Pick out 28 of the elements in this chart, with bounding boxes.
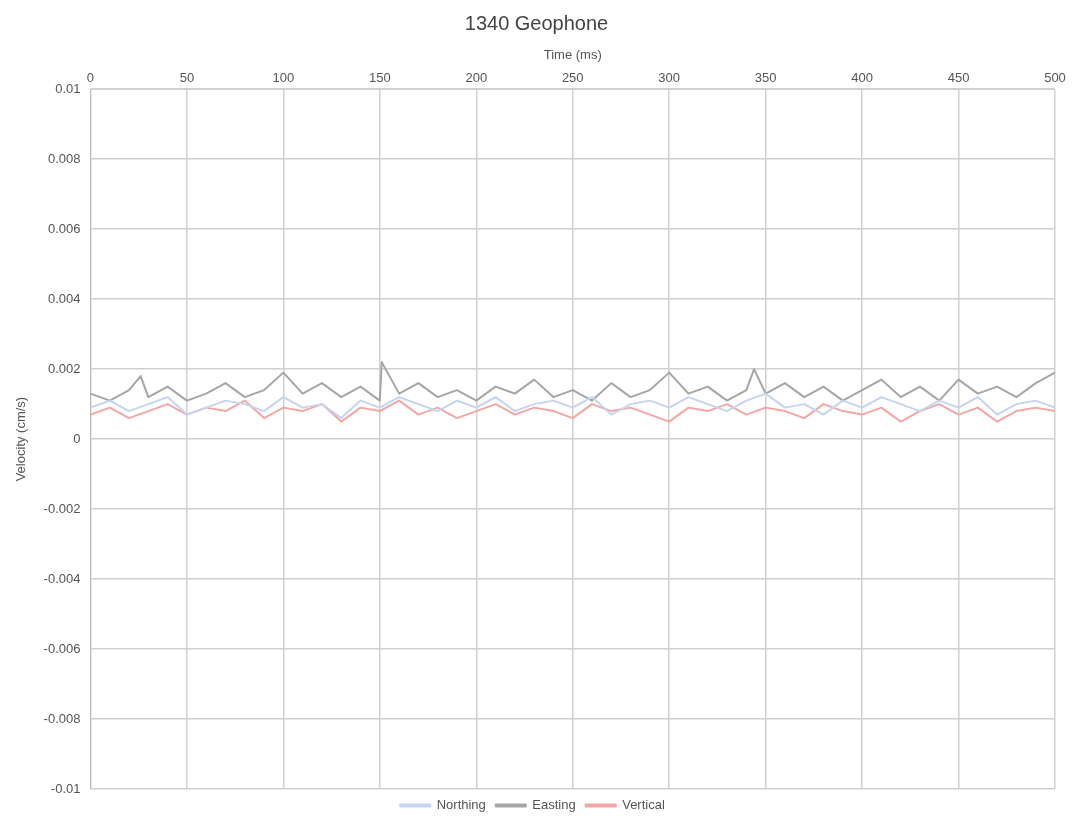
x-tick-label: 0: [86, 69, 95, 85]
x-tick-label: 150: [368, 69, 391, 85]
x-tick-label: 100: [272, 69, 295, 85]
x-axis-title: Time (ms): [543, 47, 602, 63]
y-tick-label: -0.01: [50, 780, 81, 796]
x-tick-label: 250: [561, 69, 584, 85]
x-tick-label: 500: [1044, 69, 1066, 85]
y-tick-label: -0.008: [43, 710, 81, 726]
x-tick-label: 450: [947, 69, 970, 85]
y-tick-label: 0.006: [47, 220, 81, 236]
y-tick-label: -0.002: [43, 500, 81, 516]
x-tick-label: 50: [179, 69, 195, 85]
y-tick-label: -0.004: [43, 570, 81, 586]
legend-label: Northing: [436, 797, 486, 813]
y-tick-label: -0.006: [43, 640, 81, 656]
legend-label: Vertical: [622, 797, 665, 813]
y-axis-title: Velocity (cm/s): [13, 396, 29, 482]
x-tick-label: 350: [754, 69, 777, 85]
x-tick-label: 300: [658, 69, 681, 85]
y-tick-label: 0: [73, 430, 81, 446]
legend-label: Easting: [532, 797, 576, 813]
y-tick-label: 0.002: [47, 360, 81, 376]
y-tick-label: 0.004: [47, 290, 81, 306]
y-tick-label: 0.01: [55, 80, 81, 96]
chart-title: 1340 Geophone: [463, 11, 610, 36]
x-tick-label: 400: [851, 69, 873, 85]
y-tick-label: 0.008: [47, 150, 81, 166]
x-tick-label: 200: [465, 69, 488, 85]
